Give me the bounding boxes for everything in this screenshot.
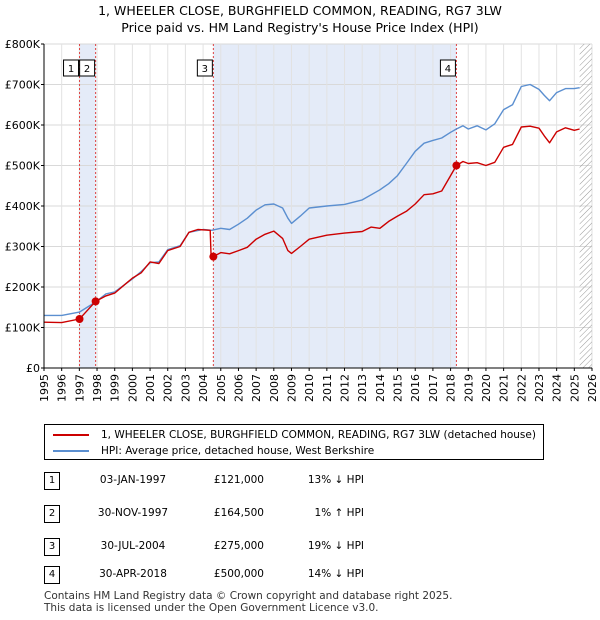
sale-hpi-diff: 19% ↓ HPI <box>307 540 364 552</box>
legend-label-property: 1, WHEELER CLOSE, BURGHFIELD COMMON, REA… <box>101 429 536 441</box>
sale-hpi-diff: 13% ↓ HPI <box>307 474 364 486</box>
event-label-box <box>196 59 213 77</box>
sale-point <box>91 297 100 306</box>
chart-title-line1: 1, WHEELER CLOSE, BURGHFIELD COMMON, REA… <box>98 3 502 18</box>
y-tick-label: £700K <box>5 79 41 92</box>
x-tick-label: 2009 <box>285 374 298 402</box>
x-tick-label: 2001 <box>144 374 157 402</box>
event-label: 3 <box>202 64 208 75</box>
x-tick-label: 2026 <box>586 374 599 402</box>
sale-date: 30-APR-2018 <box>99 568 167 580</box>
table-row: 2 30-NOV-1997 £164,500 1% ↑ HPI <box>44 505 384 525</box>
x-tick-label: 2025 <box>568 374 581 402</box>
sale-point <box>452 161 461 170</box>
footer-copyright: Contains HM Land Registry data © Crown c… <box>44 590 453 602</box>
sale-number-badge: 3 <box>44 538 60 556</box>
x-tick-label: 2006 <box>232 374 245 402</box>
x-tick-label: 1999 <box>109 374 122 402</box>
x-tick-label: 2004 <box>197 374 210 402</box>
x-tick-label: 2017 <box>427 374 440 402</box>
sale-number-badge: 1 <box>44 472 60 490</box>
x-tick-label: 2010 <box>303 374 316 402</box>
sale-price: £500,000 <box>213 568 264 580</box>
event-label-box <box>79 59 96 77</box>
sale-date: 30-NOV-1997 <box>97 507 169 519</box>
sale-hpi-diff: 14% ↓ HPI <box>307 568 364 580</box>
x-tick-label: 2016 <box>409 374 422 402</box>
x-tick-label: 2003 <box>179 374 192 402</box>
x-tick-label: 2008 <box>268 374 281 402</box>
x-tick-label: 2000 <box>126 374 139 402</box>
hatched-region <box>579 44 592 368</box>
x-tick-label: 2024 <box>551 374 564 402</box>
event-label-box <box>439 59 456 77</box>
footer-licence: This data is licensed under the Open Gov… <box>44 602 379 614</box>
y-tick-label: £400K <box>5 200 41 213</box>
x-tick-label: 1995 <box>38 374 51 402</box>
x-tick-label: 2011 <box>321 374 334 402</box>
chart-title-line2: Price paid vs. HM Land Registry's House … <box>121 20 479 35</box>
x-tick-label: 2007 <box>250 374 263 402</box>
chart-title: 1, WHEELER CLOSE, BURGHFIELD COMMON, REA… <box>0 2 600 36</box>
y-tick-label: £300K <box>5 241 41 254</box>
x-tick-label: 2023 <box>533 374 546 402</box>
sale-price: £164,500 <box>213 507 264 519</box>
sale-date: 30-JUL-2004 <box>100 540 166 552</box>
sale-date: 03-JAN-1997 <box>99 474 167 486</box>
legend-swatch-property <box>53 434 89 436</box>
event-label: 1 <box>68 64 74 75</box>
y-tick-label: £100K <box>5 322 41 335</box>
x-tick-label: 2014 <box>374 374 387 402</box>
x-tick-label: 1998 <box>91 374 104 402</box>
x-tick-label: 2018 <box>445 374 458 402</box>
x-tick-label: 1996 <box>56 374 69 402</box>
x-tick-label: 2022 <box>515 374 528 402</box>
footer: Contains HM Land Registry data © Crown c… <box>44 590 452 614</box>
y-tick-label: £0 <box>26 362 40 375</box>
legend: 1, WHEELER CLOSE, BURGHFIELD COMMON, REA… <box>44 424 544 460</box>
x-tick-label: 2005 <box>215 374 228 402</box>
sale-number-badge: 4 <box>44 566 60 584</box>
x-tick-label: 2020 <box>480 374 493 402</box>
series-line-hpi <box>44 83 580 317</box>
legend-item-property: 1, WHEELER CLOSE, BURGHFIELD COMMON, REA… <box>53 427 536 443</box>
y-tick-label: £500K <box>5 160 41 173</box>
table-row: 4 30-APR-2018 £500,000 14% ↓ HPI <box>44 566 384 586</box>
x-tick-label: 2021 <box>498 374 511 402</box>
x-tick-label: 1997 <box>73 374 86 402</box>
sale-point <box>209 252 218 261</box>
series-line-property <box>43 125 580 324</box>
y-tick-label: £800K <box>5 38 41 51</box>
x-tick-label: 2015 <box>392 374 405 402</box>
legend-label-hpi: HPI: Average price, detached house, West… <box>101 445 375 457</box>
x-tick-label: 2002 <box>162 374 175 402</box>
y-tick-label: £200K <box>5 281 41 294</box>
legend-swatch-hpi <box>53 450 89 452</box>
event-label: 4 <box>445 64 451 75</box>
y-tick-label: £600K <box>5 119 41 132</box>
x-tick-label: 2013 <box>356 374 369 402</box>
event-label: 2 <box>84 64 90 75</box>
sale-price: £121,000 <box>213 474 264 486</box>
sale-price: £275,000 <box>213 540 264 552</box>
x-tick-label: 2012 <box>339 374 352 402</box>
event-label-box <box>63 59 80 77</box>
sale-number-badge: 2 <box>44 505 60 523</box>
sale-point <box>75 314 84 323</box>
table-row: 3 30-JUL-2004 £275,000 19% ↓ HPI <box>44 538 384 558</box>
x-tick-label: 2019 <box>462 374 475 402</box>
table-row: 1 03-JAN-1997 £121,000 13% ↓ HPI <box>44 472 384 492</box>
sale-hpi-diff: 1% ↑ HPI <box>314 507 364 519</box>
legend-item-hpi: HPI: Average price, detached house, West… <box>53 443 374 459</box>
